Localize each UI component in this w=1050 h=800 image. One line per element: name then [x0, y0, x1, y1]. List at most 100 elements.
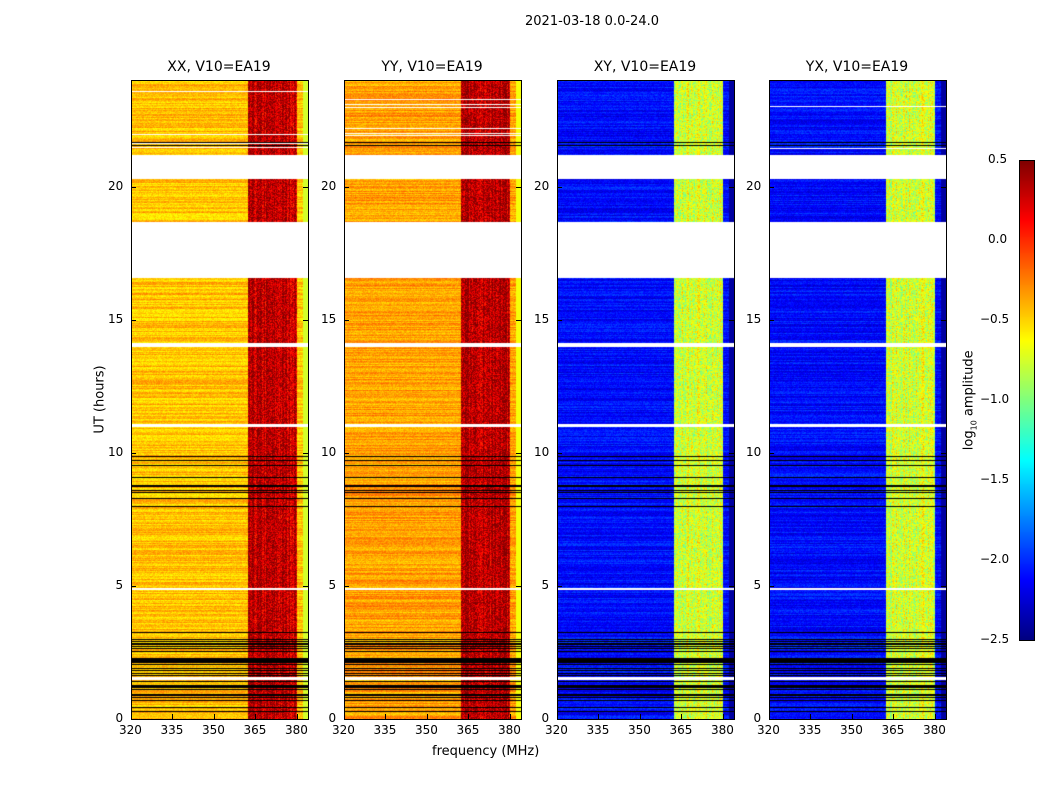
y-tick-label: 20	[108, 178, 124, 193]
y-tick-mark	[941, 585, 946, 587]
y-tick-mark	[303, 186, 308, 188]
y-tick-mark	[344, 186, 349, 188]
y-tick-label: 15	[108, 311, 124, 326]
panel-title: XX, V10=EA19	[167, 59, 271, 75]
y-tick-label: 0	[115, 711, 124, 725]
heatmap-1	[131, 80, 308, 719]
colorbar-tick-label: −0.5	[980, 312, 1010, 326]
x-tick-mark	[769, 714, 770, 719]
x-tick-mark	[344, 714, 345, 719]
x-tick-label: 335	[160, 723, 184, 737]
x-tick-mark	[385, 714, 387, 719]
x-tick-label: 350	[201, 723, 225, 737]
y-tick-label: 5	[541, 577, 550, 592]
panel-title: YY, V10=EA19	[381, 59, 483, 75]
x-tick-mark	[598, 714, 600, 719]
x-tick-mark	[893, 714, 895, 719]
y-tick-mark	[729, 319, 734, 321]
x-tick-mark	[468, 714, 470, 719]
y-tick-label: 0	[541, 711, 550, 725]
y-tick-label: 20	[534, 178, 550, 193]
y-tick-mark	[131, 186, 136, 188]
y-axis-label: UT (hours)	[92, 365, 108, 434]
x-tick-label: 320	[545, 723, 568, 737]
x-tick-label: 365	[243, 723, 267, 737]
y-tick-mark	[344, 585, 349, 587]
x-tick-mark	[255, 714, 257, 719]
colorbar-tick-label: −2.0	[980, 552, 1010, 566]
panel-title: XY, V10=EA19	[593, 59, 697, 75]
figure-title: 2021-03-18 0.0-24.0	[525, 14, 659, 29]
x-tick-label: 350	[414, 723, 438, 737]
x-tick-label: 320	[119, 723, 142, 737]
heatmap-2	[344, 80, 521, 719]
y-tick-mark	[344, 719, 349, 720]
x-tick-label: 335	[586, 723, 610, 737]
x-tick-label: 365	[669, 723, 693, 737]
x-tick-label: 380	[284, 723, 308, 737]
y-tick-mark	[729, 452, 734, 454]
x-tick-label: 350	[627, 723, 651, 737]
y-tick-mark	[557, 319, 562, 321]
y-tick-mark	[131, 452, 136, 454]
heatmap-3	[557, 80, 734, 719]
x-tick-label: 365	[881, 723, 905, 737]
y-tick-label: 10	[746, 444, 762, 459]
y-tick-mark	[303, 585, 308, 587]
x-tick-label: 365	[456, 723, 480, 737]
x-axis-label: frequency (MHz)	[432, 744, 540, 759]
y-tick-label: 10	[321, 444, 337, 459]
y-tick-mark	[769, 186, 774, 188]
y-tick-label: 10	[534, 444, 550, 459]
y-tick-mark	[516, 719, 521, 720]
x-tick-mark	[934, 714, 936, 719]
panel-title: YX, V10=EA19	[805, 59, 909, 75]
y-tick-label: 5	[115, 577, 124, 592]
colorbar-tick-label: 0.0	[988, 232, 1008, 246]
colorbar-tick-label: 0.5	[988, 152, 1008, 166]
y-tick-mark	[941, 186, 946, 188]
y-tick-mark	[516, 452, 521, 454]
y-tick-mark	[729, 186, 734, 188]
y-tick-mark	[344, 452, 349, 454]
y-tick-mark	[941, 452, 946, 454]
x-tick-mark	[509, 714, 511, 719]
x-tick-mark	[639, 714, 641, 719]
y-tick-mark	[769, 452, 774, 454]
x-tick-label: 320	[332, 723, 355, 737]
x-tick-mark	[851, 714, 853, 719]
x-tick-label: 350	[839, 723, 863, 737]
x-tick-label: 380	[497, 723, 521, 737]
x-tick-mark	[426, 714, 428, 719]
x-tick-mark	[722, 714, 724, 719]
x-tick-mark	[213, 714, 215, 719]
y-tick-mark	[516, 319, 521, 321]
y-tick-label: 10	[108, 444, 124, 459]
y-tick-label: 15	[321, 311, 337, 326]
colorbar-tick-label: −1.0	[980, 392, 1010, 406]
x-tick-label: 380	[710, 723, 734, 737]
y-tick-mark	[303, 319, 308, 321]
y-tick-label: 0	[753, 711, 762, 725]
y-tick-label: 5	[753, 577, 762, 592]
y-tick-mark	[303, 452, 308, 454]
y-tick-label: 20	[746, 178, 762, 193]
y-tick-mark	[131, 585, 136, 587]
y-tick-label: 15	[746, 311, 762, 326]
colorbar-tick-label: −1.5	[980, 472, 1010, 486]
y-tick-mark	[131, 319, 136, 321]
x-tick-mark	[172, 714, 174, 719]
x-tick-label: 320	[757, 723, 780, 737]
y-tick-mark	[941, 719, 946, 720]
y-tick-mark	[769, 719, 774, 720]
y-tick-mark	[769, 585, 774, 587]
y-tick-mark	[516, 186, 521, 188]
y-tick-mark	[769, 319, 774, 321]
y-tick-mark	[516, 585, 521, 587]
y-tick-mark	[729, 719, 734, 720]
y-tick-mark	[557, 452, 562, 454]
y-tick-mark	[729, 585, 734, 587]
y-tick-label: 15	[534, 311, 550, 326]
colorbar	[1019, 160, 1034, 640]
